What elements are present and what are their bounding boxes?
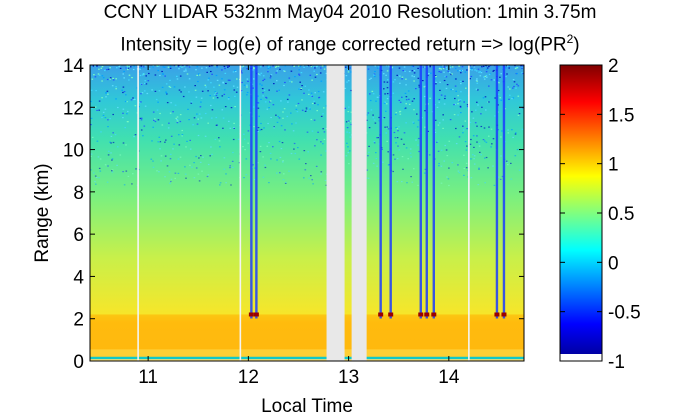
plot-frame [89,64,525,362]
colorbar-tick-label: 1 [608,155,619,176]
colorbar-bottom-band [560,354,602,361]
cloud-column [419,65,422,319]
x-tick-label: 11 [138,367,158,388]
y-tick-label: 0 [73,352,84,373]
cloud-column [389,65,392,319]
x-tick-label: 14 [438,367,460,388]
y-tick-label: 10 [63,141,84,162]
cloud-base [424,312,430,317]
colorbar-tick-label: -0.5 [608,303,641,324]
cloud-column [250,65,253,319]
cloud-column [255,65,258,319]
cloud-base [431,312,437,317]
chart-subtitle: Intensity = log(e) of range corrected re… [0,28,700,56]
colorbar [560,65,602,361]
data-gap [326,65,345,361]
y-tick-label: 14 [63,56,85,77]
cloud-base [501,312,507,317]
thin-data-gap [239,65,242,361]
colorbar-tick-label: 1.5 [608,105,634,126]
cloud-column [502,65,506,319]
surface-layer [90,349,524,357]
colorbar-tick-label: 0.5 [608,204,634,225]
subtitle-end: ) [573,34,580,56]
x-axis-label: Local Time [261,396,353,417]
subtitle-main: Intensity = log(e) of range corrected re… [120,34,567,56]
subtitle-superscript: 2 [566,32,574,46]
near-ground-band [90,356,524,360]
thin-data-gap [468,65,470,361]
cloud-base [248,312,254,317]
ground-band [90,359,524,361]
cloud-column [432,65,435,319]
y-tick-label: 6 [73,225,84,246]
x-tick-label: 13 [338,367,359,388]
x-tick-label: 12 [238,367,259,388]
data-gap [351,65,367,361]
colorbar-tick-label: 0 [608,253,619,274]
thin-data-gap [137,65,139,361]
chart-title: CCNY LIDAR 532nm May04 2010 Resolution: … [103,2,597,23]
heatmap-image [90,65,524,361]
cloud-column [495,65,499,319]
cloud-base [494,312,500,317]
cloud-base [378,312,384,317]
y-axis-label: Range (km) [32,163,53,262]
y-tick-label: 4 [73,267,84,288]
cloud-column [425,65,428,319]
y-tick-label: 12 [63,98,84,119]
y-tick-label: 8 [73,183,84,204]
cloud-base [418,312,424,317]
cloud-column [379,65,382,319]
colorbar-tick-label: -1 [608,352,625,373]
cloud-base [253,312,259,317]
colorbar-tick-label: 2 [608,56,619,77]
intensity-field [90,65,524,361]
boundary-layer [90,314,524,350]
cloud-base [388,312,394,317]
y-tick-label: 2 [73,310,84,331]
